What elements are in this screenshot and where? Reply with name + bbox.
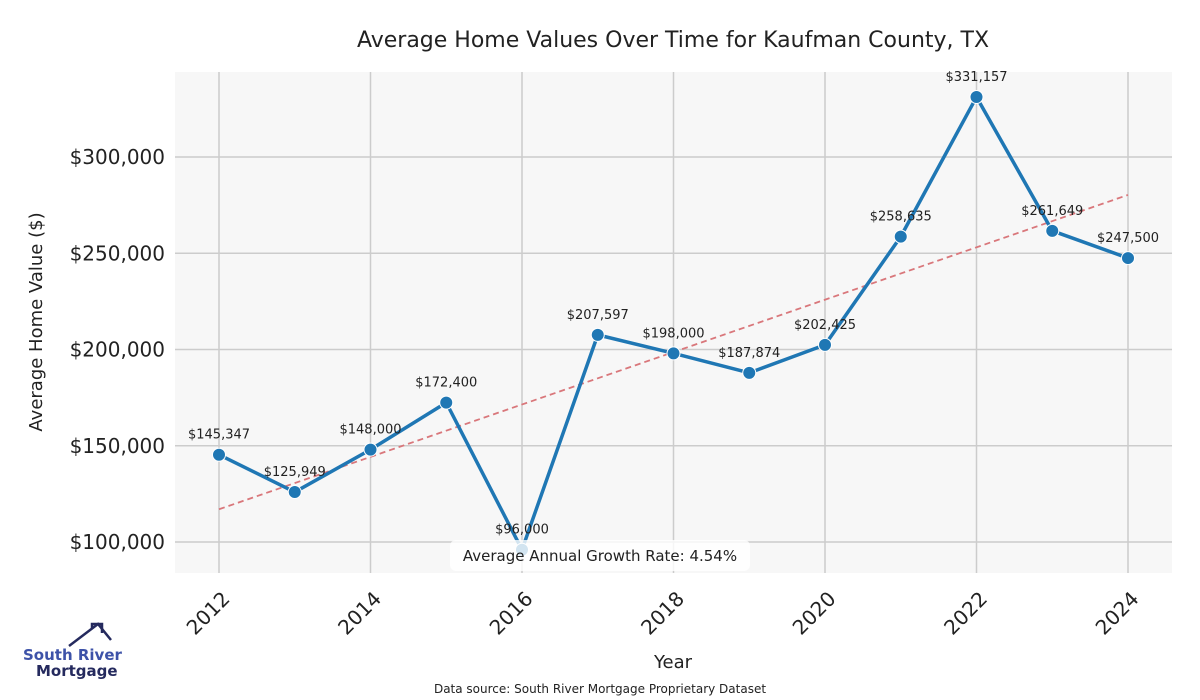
data-label: $187,874 bbox=[718, 346, 780, 361]
data-label: $331,157 bbox=[945, 70, 1007, 85]
logo-line1: South River bbox=[23, 646, 123, 664]
data-labels: $145,347 $125,949 $148,000 $172,400 $96,000 $… bbox=[188, 70, 1159, 538]
y-tick-label: $100,000 bbox=[70, 530, 165, 554]
data-label: $247,500 bbox=[1097, 231, 1159, 246]
data-point bbox=[969, 90, 984, 105]
x-tick-label: 2020 bbox=[788, 587, 841, 640]
chart-title: Average Home Values Over Time for Kaufma… bbox=[357, 28, 989, 53]
data-label: $145,347 bbox=[188, 428, 250, 443]
x-axis-label: Year bbox=[653, 652, 693, 673]
growth-annotation-text: Average Annual Growth Rate: 4.54% bbox=[463, 547, 737, 565]
data-label: $202,425 bbox=[794, 318, 856, 333]
data-point bbox=[287, 485, 302, 500]
x-tick-label: 2018 bbox=[636, 587, 689, 640]
data-label: $258,635 bbox=[870, 210, 932, 225]
data-point bbox=[666, 346, 681, 361]
data-point bbox=[893, 229, 908, 244]
x-tick-label: 2022 bbox=[939, 587, 992, 640]
data-point bbox=[363, 442, 378, 457]
points bbox=[212, 90, 1135, 557]
y-axis-label: Average Home Value ($) bbox=[26, 212, 47, 431]
y-tick-label: $250,000 bbox=[70, 241, 165, 265]
data-point bbox=[590, 327, 605, 342]
data-label: $125,949 bbox=[264, 465, 326, 480]
logo: South River Mortgage bbox=[23, 622, 123, 680]
x-tick-label: 2024 bbox=[1091, 587, 1144, 640]
data-label: $207,597 bbox=[567, 308, 629, 323]
y-tick-label: $300,000 bbox=[70, 145, 165, 169]
data-point bbox=[439, 395, 454, 410]
data-source: Data source: South River Mortgage Propri… bbox=[434, 682, 766, 696]
data-point bbox=[1121, 251, 1135, 266]
data-label: $261,649 bbox=[1021, 204, 1083, 219]
chimney-icon bbox=[90, 622, 104, 633]
logo-line2: Mortgage bbox=[36, 662, 118, 680]
data-point bbox=[1045, 223, 1060, 238]
x-tick-label: 2016 bbox=[485, 587, 538, 640]
data-point bbox=[212, 447, 226, 462]
data-point bbox=[742, 365, 757, 380]
y-tick-label: $200,000 bbox=[70, 338, 165, 362]
growth-annotation: Average Annual Growth Rate: 4.54% bbox=[450, 540, 750, 571]
data-label: $148,000 bbox=[339, 423, 401, 438]
data-label: $172,400 bbox=[415, 376, 477, 391]
data-label: $198,000 bbox=[642, 326, 704, 341]
data-point bbox=[818, 337, 832, 352]
x-tick-label: 2012 bbox=[182, 587, 235, 640]
house-roof-icon bbox=[68, 622, 112, 647]
y-tick-label: $150,000 bbox=[70, 434, 165, 458]
x-tick-label: 2014 bbox=[333, 587, 386, 640]
data-label: $96,000 bbox=[495, 523, 549, 538]
